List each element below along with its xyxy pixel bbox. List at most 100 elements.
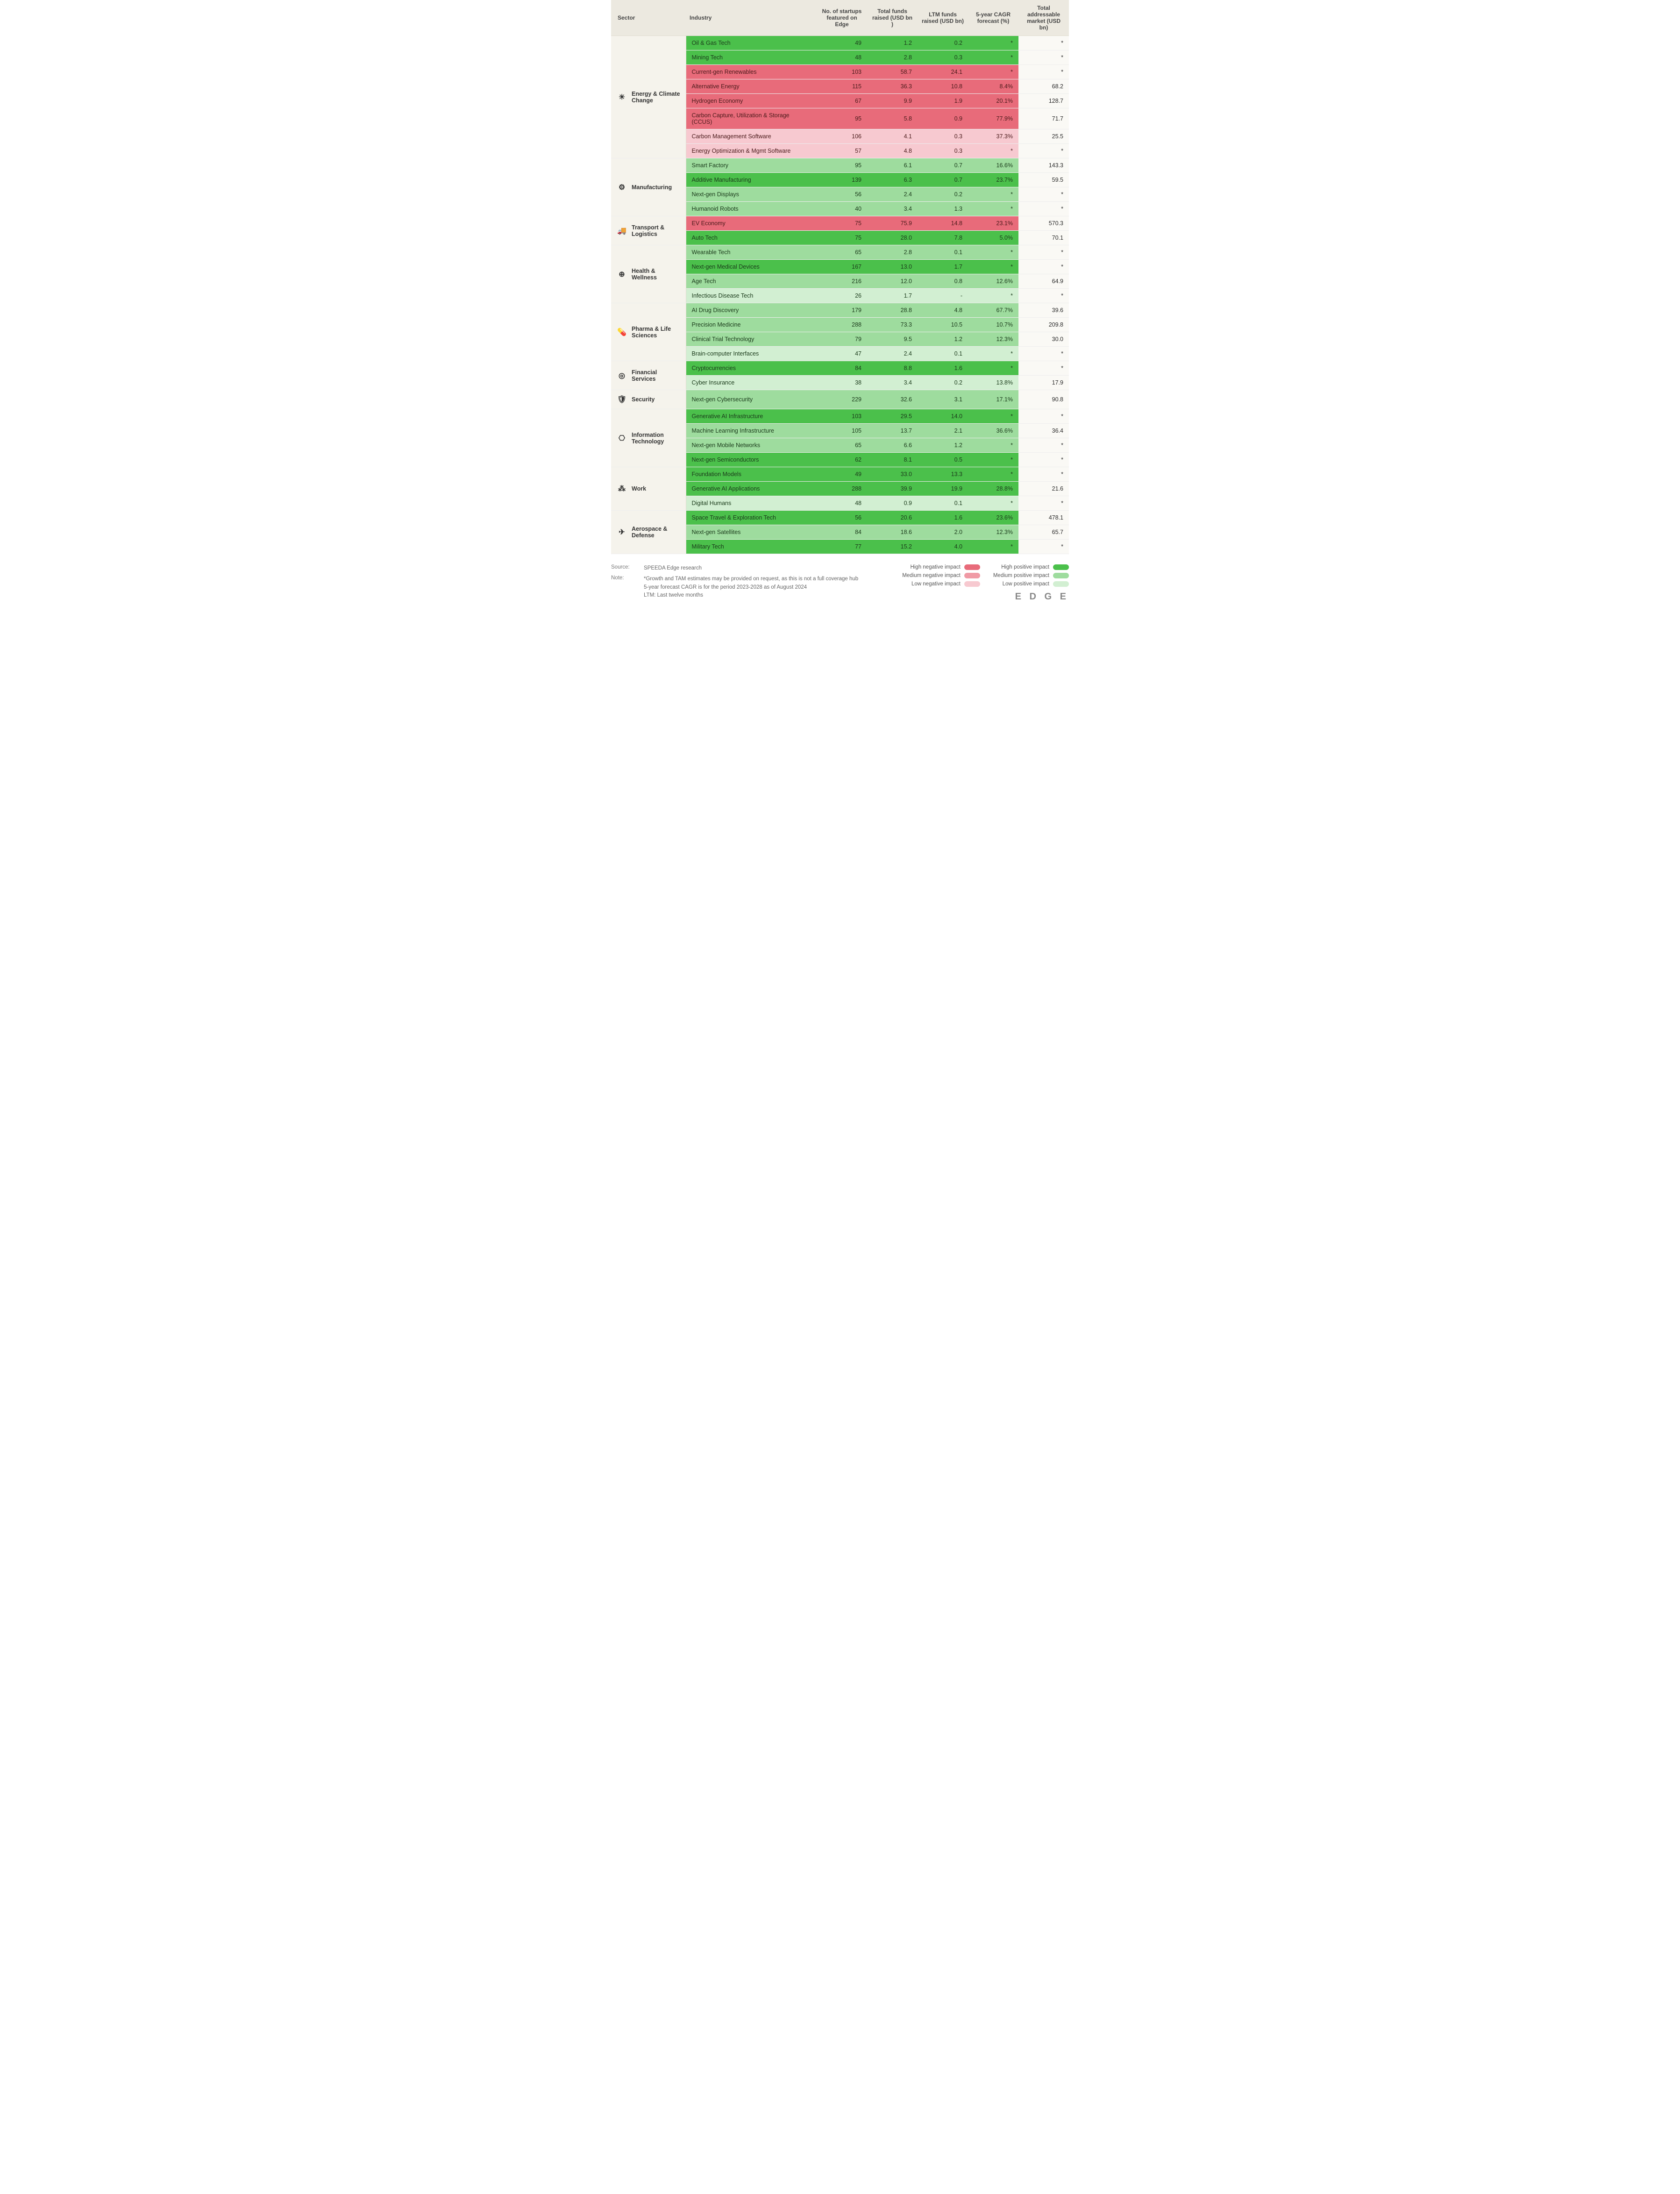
value-cell: 229 [817,390,867,409]
legend-swatch [964,573,980,578]
value-cell: 0.7 [918,158,968,173]
tam-cell: 30.0 [1018,332,1069,347]
sector-cell: ◎Financial Services [611,361,686,390]
industry-cell: Machine Learning Infrastructure [686,424,817,438]
value-cell: 18.6 [867,525,918,540]
tam-cell: 59.5 [1018,173,1069,187]
value-cell: 10.5 [918,318,968,332]
industry-cell: Clinical Trial Technology [686,332,817,347]
value-cell: * [968,409,1018,424]
value-cell: 288 [817,482,867,496]
value-cell: 38 [817,376,867,390]
industry-cell: Space Travel & Exploration Tech [686,511,817,525]
sector-cell: 🛡Security [611,390,686,409]
value-cell: 4.1 [867,129,918,144]
sector-cell: ⚙ Manufacturing [611,158,686,216]
table-row: ⎔Information TechnologyGenerative AI Inf… [611,409,1069,424]
value-cell: 2.4 [867,347,918,361]
note-text: *Growth and TAM estimates may be provide… [644,575,889,599]
value-cell: 20.1% [968,94,1018,108]
value-cell: 24.1 [918,65,968,79]
value-cell: 10.8 [918,79,968,94]
tam-cell: * [1018,438,1069,453]
tam-cell: * [1018,361,1069,376]
value-cell: * [968,540,1018,554]
tam-cell: * [1018,187,1069,202]
sector-name: Information Technology [632,432,680,445]
brand-logo: E D G E [902,591,1069,602]
value-cell: 14.8 [918,216,968,231]
value-cell: 39.9 [867,482,918,496]
value-cell: 12.3% [968,525,1018,540]
value-cell: 10.7% [968,318,1018,332]
value-cell: 84 [817,525,867,540]
legend-item: High positive impact [1001,564,1069,570]
industry-cell: Cyber Insurance [686,376,817,390]
value-cell: 288 [817,318,867,332]
value-cell: 56 [817,511,867,525]
industry-cell: Hydrogen Economy [686,94,817,108]
sector-name: Energy & Climate Change [632,91,680,104]
tam-cell: * [1018,409,1069,424]
value-cell: 0.1 [918,245,968,260]
value-cell: 3.4 [867,202,918,216]
tam-cell: * [1018,260,1069,274]
industry-cell: Next-gen Mobile Networks [686,438,817,453]
value-cell: 4.0 [918,540,968,554]
value-cell: 139 [817,173,867,187]
value-cell: 13.0 [867,260,918,274]
value-cell: 12.0 [867,274,918,289]
tam-cell: * [1018,347,1069,361]
value-cell: 15.2 [867,540,918,554]
tam-cell: * [1018,540,1069,554]
value-cell: 1.6 [918,511,968,525]
tam-cell: 143.3 [1018,158,1069,173]
value-cell: * [968,187,1018,202]
table-row: ⊕Health & WellnessWearable Tech652.80.1*… [611,245,1069,260]
industry-cell: Humanoid Robots [686,202,817,216]
value-cell: 17.1% [968,390,1018,409]
value-cell: 75.9 [867,216,918,231]
value-cell: * [968,50,1018,65]
value-cell: 4.8 [918,303,968,318]
value-cell: 105 [817,424,867,438]
value-cell: 37.3% [968,129,1018,144]
sector-icon: ⚙ [617,183,627,192]
industry-cell: Oil & Gas Tech [686,36,817,50]
value-cell: 103 [817,65,867,79]
tam-cell: * [1018,245,1069,260]
tam-cell: 71.7 [1018,108,1069,129]
sector-name: Security [632,396,655,403]
value-cell: 2.0 [918,525,968,540]
industry-cell: Next-gen Displays [686,187,817,202]
column-header: Total addressable market (USD bn) [1018,0,1069,36]
value-cell: 67.7% [968,303,1018,318]
value-cell: 12.3% [968,332,1018,347]
value-cell: 0.2 [918,187,968,202]
legend-swatch [1053,564,1069,570]
value-cell: 0.3 [918,129,968,144]
value-cell: 56 [817,187,867,202]
table-row: ⁂WorkFoundation Models4933.013.3** [611,467,1069,482]
tam-cell: 36.4 [1018,424,1069,438]
industry-cell: Brain-computer Interfaces [686,347,817,361]
tam-cell: 25.5 [1018,129,1069,144]
value-cell: 0.2 [918,376,968,390]
value-cell: 0.9 [918,108,968,129]
value-cell: 40 [817,202,867,216]
value-cell: 0.2 [918,36,968,50]
value-cell: 12.6% [968,274,1018,289]
tam-cell: 39.6 [1018,303,1069,318]
tam-cell: 70.1 [1018,231,1069,245]
tam-cell: * [1018,496,1069,511]
sector-name: Manufacturing [632,184,672,191]
table-row: ☀Energy & Climate ChangeOil & Gas Tech49… [611,36,1069,50]
industry-cell: Precision Medicine [686,318,817,332]
table-row: ◎Financial ServicesCryptocurrencies848.8… [611,361,1069,376]
value-cell: 1.2 [918,438,968,453]
value-cell: 7.8 [918,231,968,245]
value-cell: 14.0 [918,409,968,424]
sector-icon: ⁂ [617,484,627,493]
column-header: LTM funds raised (USD bn) [918,0,968,36]
value-cell: 28.0 [867,231,918,245]
